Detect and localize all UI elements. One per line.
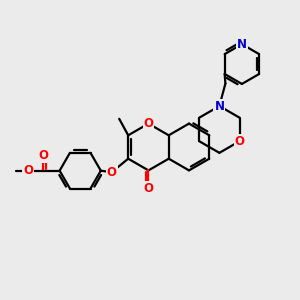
Text: N: N (214, 100, 224, 112)
Text: O: O (143, 182, 154, 195)
Text: O: O (38, 149, 48, 162)
Text: O: O (107, 166, 117, 179)
Text: O: O (143, 117, 154, 130)
Text: O: O (23, 164, 33, 177)
Text: N: N (237, 38, 247, 51)
Text: O: O (235, 135, 245, 148)
